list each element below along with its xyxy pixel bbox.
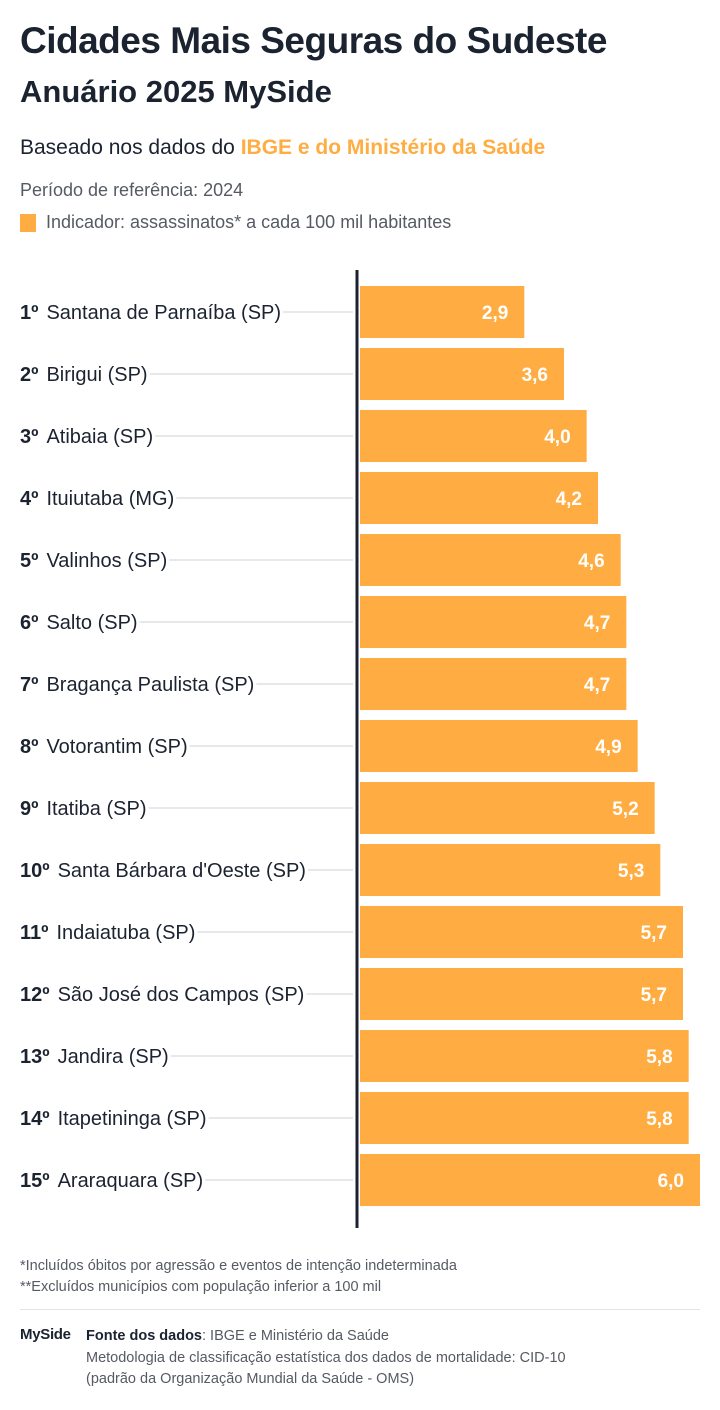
value-label: 5,3 [618,861,644,882]
rank-label: 6º [20,612,38,634]
bar [360,720,638,772]
category-label: 10º Santa Bárbara d'Oeste (SP) [20,860,306,882]
city-name: Atibaia (SP) [46,426,153,448]
footnote-2: **Excluídos municípios com população inf… [20,1279,382,1295]
rank-label: 5º [20,550,38,572]
bar [360,906,683,958]
based-prefix: Baseado nos dados do [20,136,241,159]
category-label: 14º Itapetininga (SP) [20,1108,207,1130]
bar [360,410,587,462]
city-name: Santana de Parnaíba (SP) [46,302,281,324]
source-label: Fonte dos dados [86,1328,202,1344]
based-highlight: IBGE e do Ministério da Saúde [240,136,546,159]
city-name: Jandira (SP) [58,1046,169,1068]
bar [360,968,683,1020]
category-label: 6º Salto (SP) [20,612,138,634]
category-label: 5º Valinhos (SP) [20,550,167,572]
reference-period: Período de referência: 2024 [20,180,244,200]
city-name: Bragança Paulista (SP) [46,674,254,696]
value-label: 4,0 [544,427,570,448]
bar-chart: 1º Santana de Parnaíba (SP) 2,9 2º Birigui (… [20,270,700,1228]
city-name: Itatiba (SP) [46,798,146,820]
rank-label: 4º [20,488,38,510]
category-label: 2º Birigui (SP) [20,364,148,386]
category-label: 9º Itatiba (SP) [20,798,146,820]
city-name: Indaiatuba (SP) [56,922,195,944]
city-name: São José dos Campos (SP) [58,984,305,1006]
city-name: Ituiutaba (MG) [46,488,174,510]
city-name: Valinhos (SP) [46,550,167,572]
value-label: 2,9 [482,303,508,324]
bar [360,596,627,648]
value-label: 5,8 [646,1109,672,1130]
city-name: Itapetininga (SP) [58,1108,207,1130]
value-label: 5,7 [641,923,667,944]
category-label: 13º Jandira (SP) [20,1046,169,1068]
city-name: Votorantim (SP) [46,736,187,758]
rank-label: 8º [20,736,38,758]
city-name: Araraquara (SP) [58,1170,204,1192]
bar [360,534,621,586]
myside-logo: MySide [20,1326,71,1343]
rank-label: 3º [20,426,38,448]
city-name: Santa Bárbara d'Oeste (SP) [58,860,306,882]
source-text: : IBGE e Ministério da Saúde [202,1328,389,1344]
methodology-2: (padrão da Organização Mundial da Saúde … [86,1371,415,1387]
rank-label: 11º [20,922,48,944]
legend: Indicador: assassinatos* a cada 100 mil … [20,212,451,233]
value-label: 3,6 [522,365,548,386]
bar [360,658,627,710]
rank-label: 2º [20,364,38,386]
source-block: Fonte dos dados: IBGE e Ministério da Sa… [86,1326,566,1391]
bar [360,782,655,834]
value-label: 4,7 [584,675,610,696]
bar [360,844,661,896]
category-label: 12º São José dos Campos (SP) [20,984,304,1006]
value-label: 5,7 [641,985,667,1006]
divider [20,1309,700,1310]
bar [360,348,564,400]
rank-label: 14º [20,1108,50,1130]
chart-subtitle: Anuário 2025 MySide [20,74,332,109]
value-label: 4,7 [584,613,610,634]
category-label: 8º Votorantim (SP) [20,736,188,758]
rank-label: 9º [20,798,38,820]
rank-label: 1º [20,302,38,324]
value-label: 4,6 [578,551,604,572]
value-label: 4,9 [595,737,621,758]
bar [360,286,525,338]
bar [360,1092,689,1144]
bar [360,1154,700,1206]
rank-label: 12º [20,984,50,1006]
footnotes: *Incluídos óbitos por agressão e eventos… [20,1256,457,1298]
rank-label: 10º [20,860,50,882]
rank-label: 7º [20,674,38,696]
bar [360,472,598,524]
city-name: Birigui (SP) [46,364,147,386]
legend-label: Indicador: assassinatos* a cada 100 mil … [46,212,452,232]
category-label: 15º Araraquara (SP) [20,1170,203,1192]
methodology-1: Metodologia de classificação estatística… [86,1349,566,1366]
value-label: 6,0 [658,1171,684,1192]
category-label: 7º Bragança Paulista (SP) [20,674,254,696]
rank-label: 15º [20,1170,50,1192]
value-label: 5,8 [646,1047,672,1068]
chart-title: Cidades Mais Seguras do Sudeste [20,20,607,61]
city-name: Salto (SP) [46,612,137,634]
value-label: 5,2 [612,799,638,820]
rank-label: 13º [20,1046,50,1068]
category-label: 11º Indaiatuba (SP) [20,922,195,944]
legend-swatch [20,213,36,232]
footnote-1: *Incluídos óbitos por agressão e eventos… [20,1258,457,1274]
category-label: 3º Atibaia (SP) [20,426,153,448]
category-label: 4º Ituiutaba (MG) [20,488,174,510]
category-label: 1º Santana de Parnaíba (SP) [20,302,281,324]
data-source-line: Baseado nos dados do IBGE e do Ministéri… [20,136,545,160]
bar [360,1030,689,1082]
value-label: 4,2 [556,489,582,510]
